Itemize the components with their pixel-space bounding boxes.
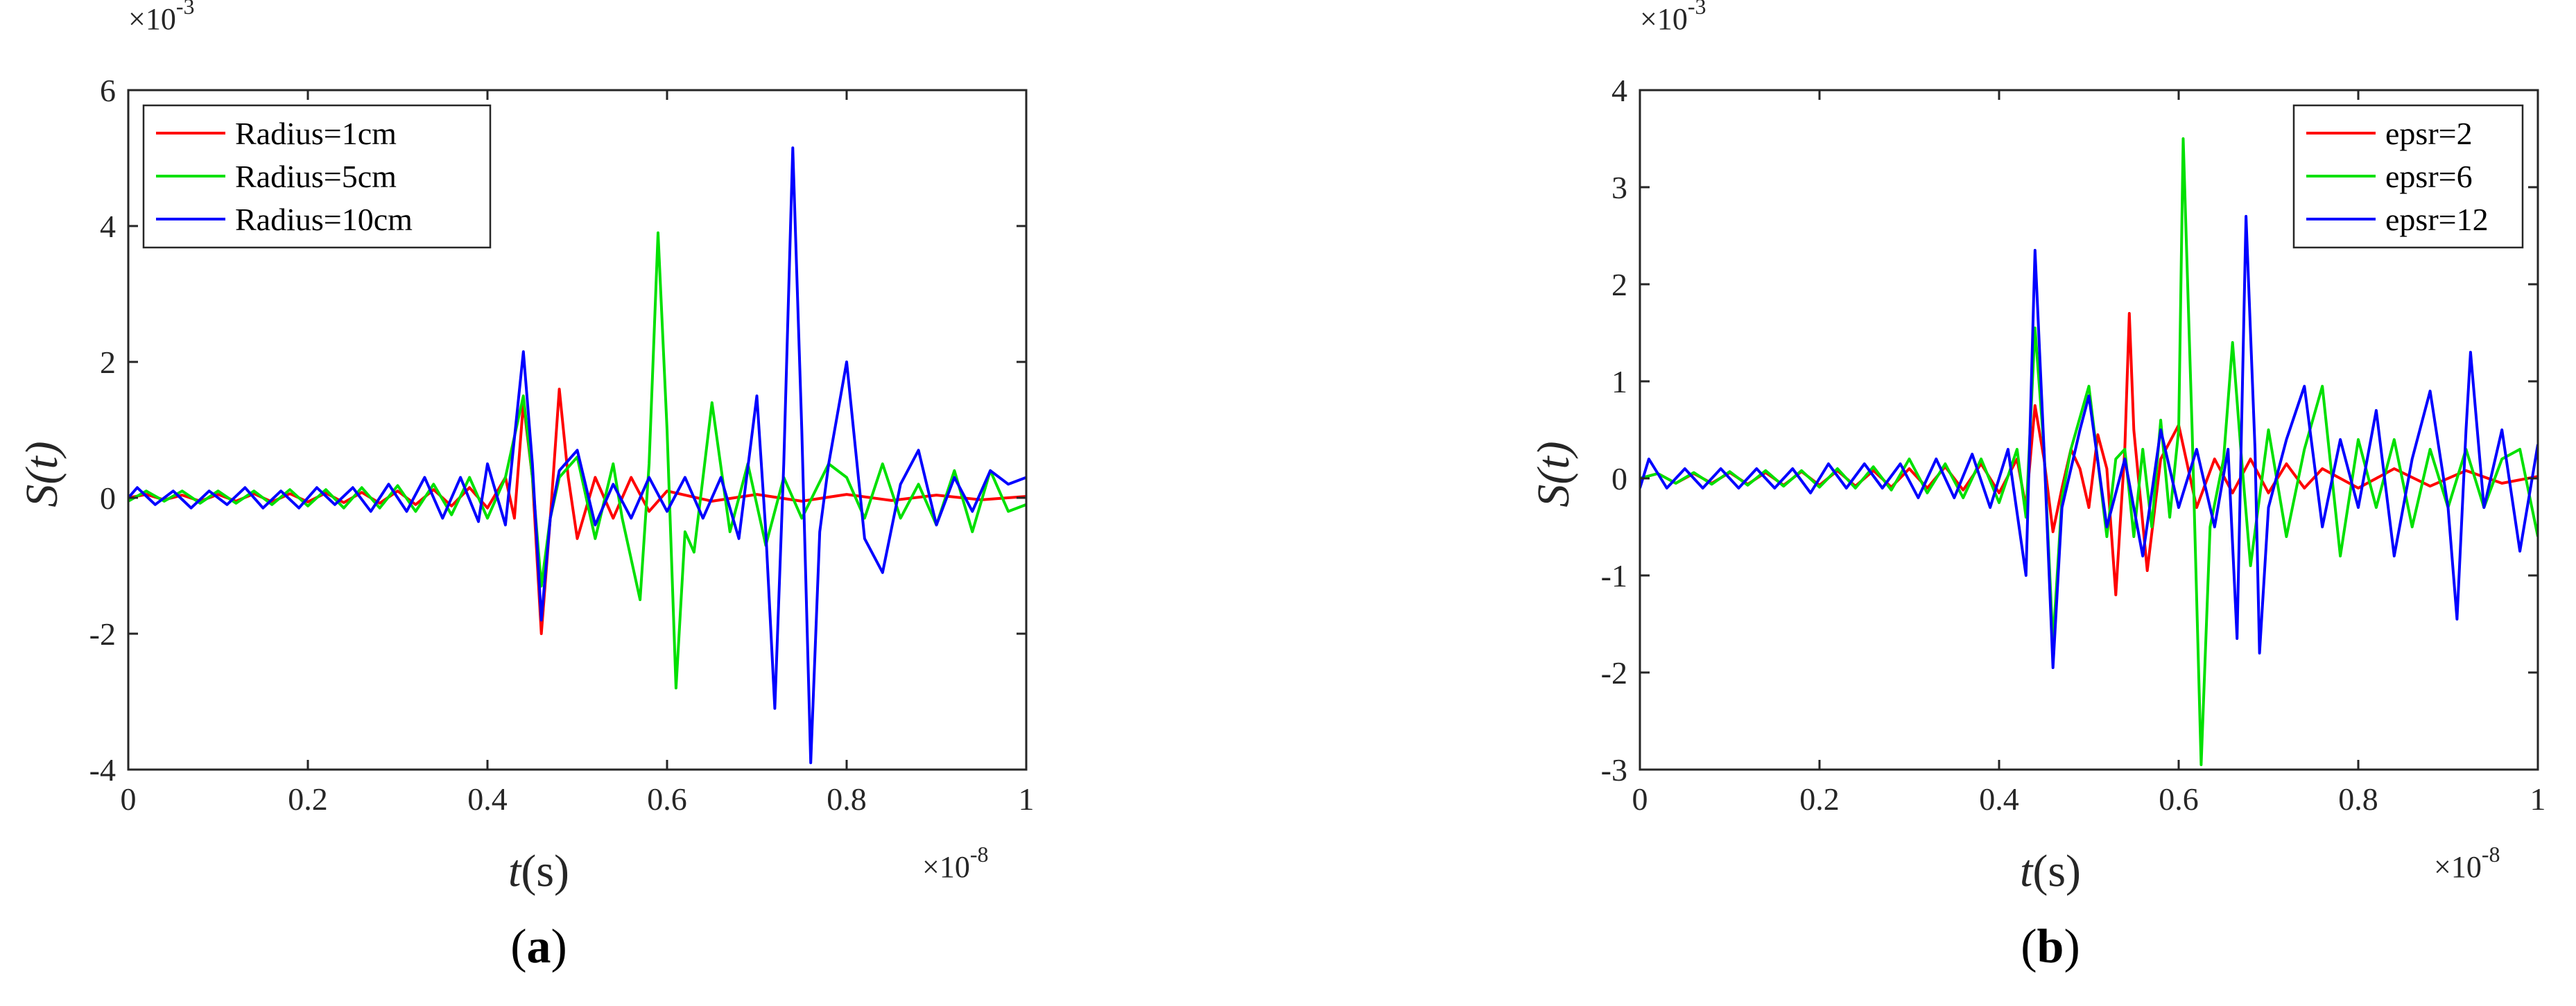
panel-a-label: (a) <box>510 920 567 973</box>
panel-b-y-tick-label: 1 <box>1611 364 1627 399</box>
panel-b-legend-entry: epsr=6 <box>2385 159 2473 194</box>
panel-a-series-line-3 <box>128 146 1026 765</box>
panel-a-y-multiplier: ×10-3 <box>128 0 194 36</box>
panel-a-axes-box <box>127 89 1028 771</box>
panel-a-y-tick-label: 2 <box>100 345 116 380</box>
panel-b-y-tick-label: -2 <box>1601 655 1627 691</box>
panel-b-x-tick-label: 0 <box>1632 781 1648 817</box>
panel-b-series-line-3 <box>1640 215 2538 669</box>
panel-b-x-tick-label: 0.6 <box>2159 781 2199 817</box>
panel-a-y-tick-label: -2 <box>89 616 116 652</box>
panel-a-x-multiplier: ×10-8 <box>922 842 988 884</box>
panel-a-y-tick-label: 4 <box>100 209 116 244</box>
panel-b-x-tick-label: 0.4 <box>1979 781 2019 817</box>
panel-a: ×10-8 ×10-3 t(s) S(t) (a) 0 0.2 0.4 0.6 0.8 1… <box>17 0 1035 973</box>
panel-a-y-tick-label: 0 <box>100 480 116 516</box>
panel-a-legend-entry: Radius=10cm <box>235 202 413 237</box>
panel-a-legend-entry: Radius=1cm <box>235 116 397 151</box>
panel-a-legend: Radius=1cm Radius=5cm Radius=10cm <box>142 104 492 249</box>
panel-b-x-tick-label: 0.2 <box>1799 781 1840 817</box>
panel-a-y-axis-label: S(t) <box>17 441 67 507</box>
panel-a-series-line-2 <box>128 231 1026 690</box>
panel-b-y-tick-label: -1 <box>1601 558 1627 593</box>
panel-b-y-tick-label: -3 <box>1601 752 1627 788</box>
panel-a-x-tick-label: 0.4 <box>467 781 508 817</box>
panel-b-series-group <box>1640 137 2538 766</box>
panel-b-legend-entry: epsr=2 <box>2385 116 2473 151</box>
panel-b-y-tick-label: 2 <box>1611 267 1627 302</box>
panel-b-legend: epsr=2 epsr=6 epsr=12 <box>2292 104 2524 249</box>
panel-a-x-tick-label: 0.6 <box>647 781 687 817</box>
panel-a-x-axis-label: t(s) <box>508 846 569 896</box>
panel-a-series-line-1 <box>128 388 1026 635</box>
panel-a-y-tick-label: 6 <box>100 73 116 108</box>
panel-a-x-tick-label: 0 <box>121 781 137 817</box>
panel-a-series-group <box>128 146 1026 765</box>
panel-b-axes-box <box>1639 89 2539 771</box>
panel-b-series-line-1 <box>1640 312 2538 596</box>
panel-a-legend-entry: Radius=5cm <box>235 159 397 194</box>
panel-b-series-line-2 <box>1640 137 2538 766</box>
panel-a-x-tick-label: 0.2 <box>288 781 328 817</box>
panel-b-x-axis-label: t(s) <box>2020 846 2081 896</box>
panel-b-y-axis-label: S(t) <box>1528 441 1579 507</box>
panel-a-x-tick-label: 0.8 <box>827 781 867 817</box>
panel-b-y-multiplier: ×10-3 <box>1640 0 1706 36</box>
panel-b-x-tick-label: 0.8 <box>2338 781 2378 817</box>
panel-b-x-multiplier: ×10-8 <box>2434 842 2500 884</box>
panel-b-y-tick-label: 3 <box>1611 170 1627 205</box>
panel-b-label: (b) <box>2021 920 2080 973</box>
panel-b-y-tick-label: 4 <box>1611 73 1627 108</box>
panel-b-legend-entry: epsr=12 <box>2385 202 2489 237</box>
panel-a-y-tick-label: -4 <box>89 752 116 788</box>
panel-b-y-tick-label: 0 <box>1611 461 1627 496</box>
panel-a-x-tick-label: 1 <box>1019 781 1035 817</box>
panel-b-x-tick-label: 1 <box>2530 781 2546 817</box>
panel-b: ×10-8 ×10-3 t(s) S(t) (b) 0 0.2 0.4 0.6 0.8 1… <box>1528 0 2546 973</box>
